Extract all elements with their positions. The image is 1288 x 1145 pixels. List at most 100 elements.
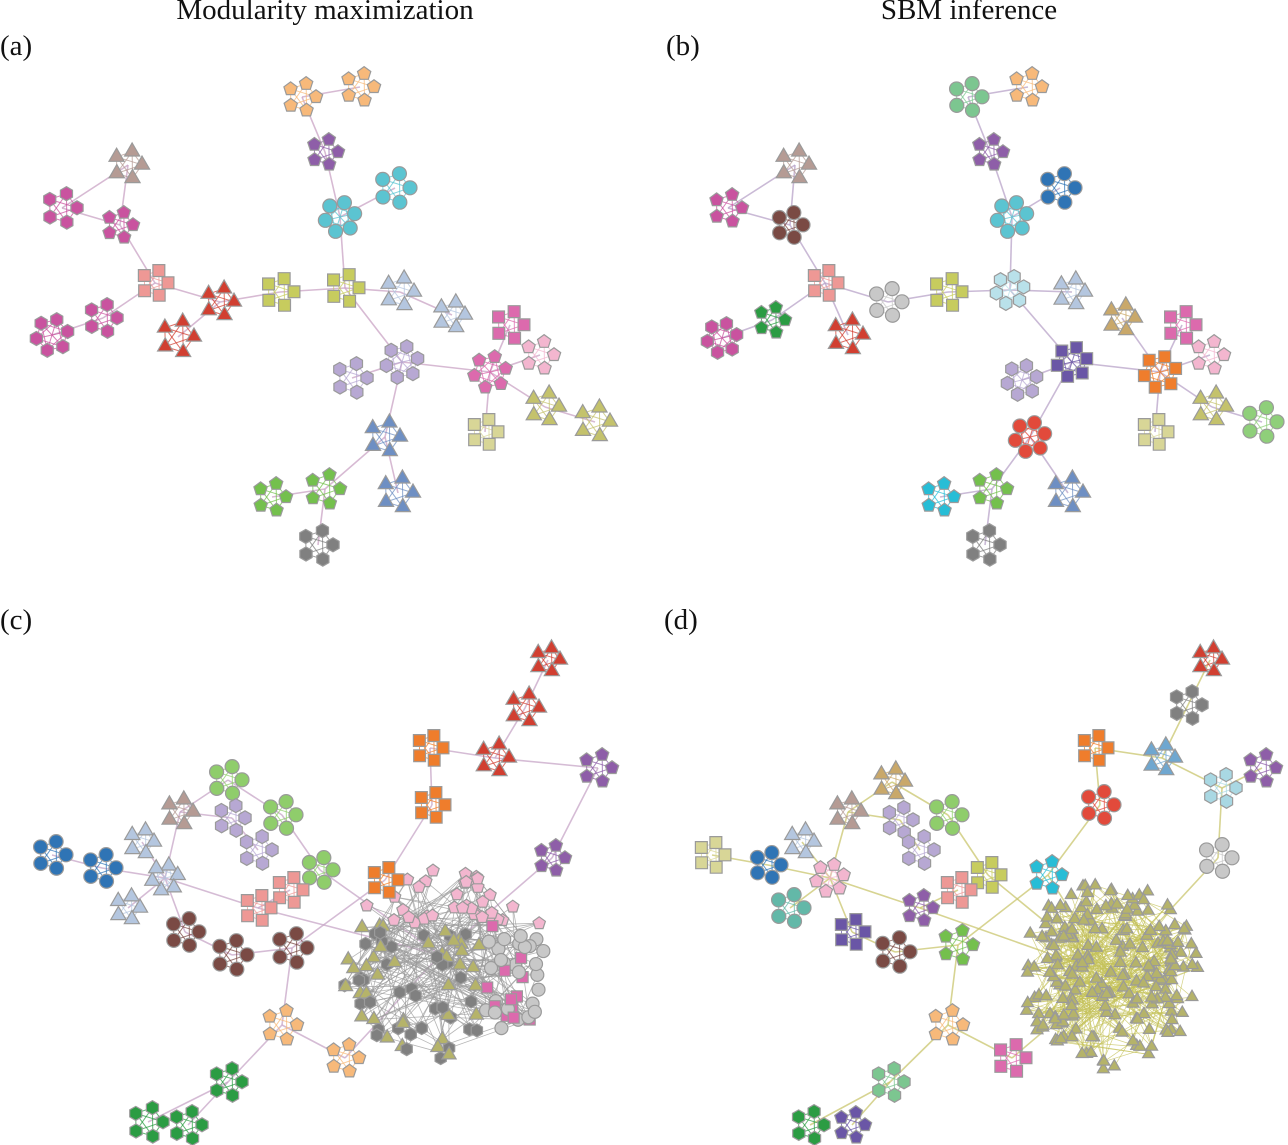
network-node — [1185, 710, 1200, 726]
network-node — [34, 315, 48, 331]
network-node — [43, 191, 57, 208]
core-node — [1036, 1017, 1051, 1030]
network-node — [377, 474, 395, 490]
network-node — [160, 855, 178, 871]
network-node — [1009, 87, 1025, 102]
network-node — [296, 883, 310, 897]
core-node — [459, 874, 474, 888]
network-node — [490, 761, 509, 777]
network-node — [955, 895, 969, 909]
network-node — [540, 410, 559, 426]
network-node — [482, 437, 496, 451]
network-node — [1017, 443, 1034, 459]
network-node — [160, 794, 179, 810]
network-node — [406, 366, 420, 382]
network-node — [807, 269, 821, 282]
network-node — [379, 273, 398, 289]
network-node — [214, 818, 229, 834]
network-node — [808, 873, 824, 888]
network-node — [84, 302, 99, 318]
core-node — [404, 1027, 417, 1042]
network-node — [930, 277, 944, 291]
network-node — [1189, 318, 1203, 332]
core-node — [363, 995, 377, 1010]
network-node — [595, 773, 610, 788]
network-node — [891, 930, 908, 946]
core-node — [1142, 1021, 1157, 1034]
network-node — [964, 102, 981, 118]
panel-label-c: (c) — [0, 604, 33, 636]
core-edge — [448, 881, 467, 986]
network-node — [364, 418, 382, 434]
network-node — [278, 489, 294, 504]
network-node — [517, 318, 531, 332]
network-node — [225, 1060, 239, 1077]
column-title-modularity: Modularity maximization — [176, 0, 474, 26]
core-node — [393, 985, 406, 1000]
network-node — [828, 809, 847, 825]
core-node — [1099, 986, 1114, 999]
network-node — [884, 281, 900, 297]
core-node — [394, 1014, 412, 1028]
network-node — [594, 746, 610, 761]
network-node — [391, 166, 408, 182]
core-node — [1089, 939, 1104, 952]
network-node — [834, 918, 848, 931]
network-node — [1206, 333, 1222, 348]
network-node — [1207, 410, 1226, 426]
network-node — [1243, 752, 1258, 767]
core-node — [505, 899, 520, 913]
network-node — [1055, 344, 1069, 358]
bridge-edge — [257, 907, 441, 956]
network-node — [349, 356, 364, 372]
network-node — [887, 1087, 902, 1103]
network-node — [982, 523, 997, 539]
network-node — [360, 370, 374, 386]
network-node — [1142, 353, 1156, 367]
network-node — [59, 186, 74, 202]
core-node — [1040, 909, 1055, 922]
core-edge — [421, 964, 461, 1029]
network-node — [1052, 274, 1071, 290]
network-node — [214, 802, 228, 819]
network-node — [471, 352, 487, 367]
network-node — [887, 784, 905, 800]
core-node — [1065, 1029, 1080, 1042]
core-node — [451, 955, 469, 970]
network-node — [342, 1063, 357, 1078]
network-node — [792, 1125, 806, 1142]
network-node — [543, 661, 561, 677]
network-node — [764, 869, 780, 885]
network-node — [508, 331, 522, 345]
network-node — [993, 537, 1007, 553]
network-node — [48, 834, 64, 850]
network-node — [209, 780, 225, 796]
network-node — [795, 217, 811, 233]
network-node — [1185, 683, 1199, 700]
network-node — [391, 426, 409, 442]
network-node — [1242, 405, 1258, 421]
network-node — [395, 268, 413, 284]
network-node — [1170, 705, 1184, 722]
core-node — [1141, 958, 1156, 971]
network-node — [964, 76, 980, 92]
core-node — [1175, 1004, 1190, 1017]
network-node — [255, 828, 269, 845]
network-node — [307, 152, 322, 167]
network-node — [709, 860, 723, 874]
network-node — [1179, 305, 1193, 319]
network-node — [1040, 171, 1056, 187]
network-node — [768, 324, 784, 339]
network-node — [771, 908, 787, 924]
core-node — [1136, 892, 1151, 905]
network-node — [427, 729, 441, 743]
network-node — [40, 342, 54, 358]
network-node — [412, 734, 426, 747]
core-node — [1067, 911, 1082, 924]
network-node — [301, 854, 317, 871]
network-node — [1224, 850, 1240, 866]
core-node — [454, 970, 467, 985]
network-node — [1191, 643, 1209, 659]
core-node — [1096, 1061, 1111, 1074]
network-node — [262, 799, 279, 815]
